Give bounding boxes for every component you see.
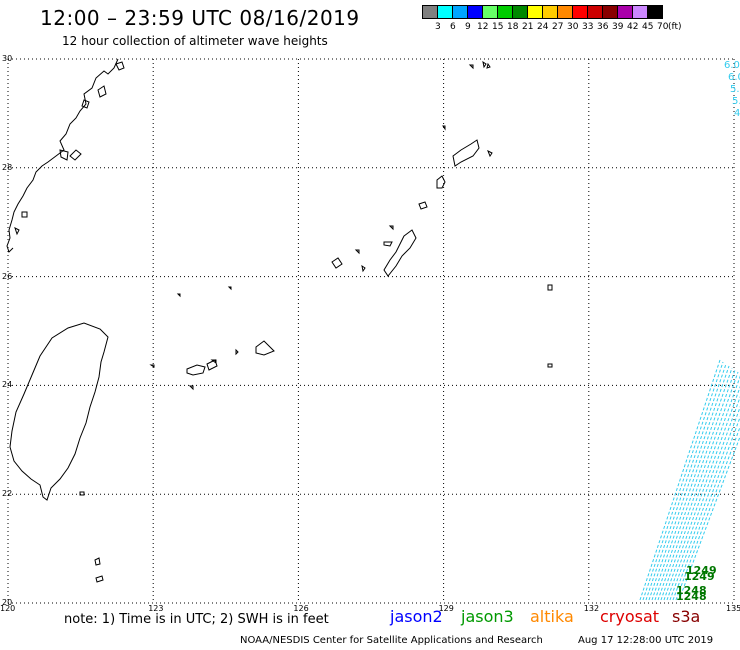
altimeter-track bbox=[642, 361, 724, 601]
altimeter-track bbox=[657, 371, 739, 601]
lat-label: 24 bbox=[2, 380, 13, 390]
footer-credit: NOAA/NESDIS Center for Satellite Applica… bbox=[240, 635, 543, 646]
track-label-cyan: 6.0 bbox=[724, 60, 740, 71]
track-label-cyan: 4.7 bbox=[734, 108, 740, 119]
wave-height-legend: 3 6 9 12 15 18 21 24 27 30 33 36 39 42 45 70 (ft) bbox=[422, 5, 682, 32]
ryukyu-islands bbox=[79, 60, 553, 583]
lon-label: 120 bbox=[0, 604, 16, 613]
altimeter-track bbox=[666, 395, 740, 601]
legend-label-27: 27 bbox=[552, 22, 564, 32]
legend-label-42: 42 bbox=[627, 22, 639, 32]
legend-label-70: 70 bbox=[657, 22, 669, 32]
footer-note: note: 1) Time is in UTC; 2) SWH is in fe… bbox=[64, 612, 329, 627]
altimeter-track bbox=[654, 369, 736, 601]
lon-label: 123 bbox=[148, 604, 164, 613]
lon-label: 132 bbox=[583, 604, 600, 613]
legend-label-12: 12 bbox=[477, 22, 489, 32]
legend-label-9: 9 bbox=[465, 22, 471, 32]
mission-altika: altika bbox=[530, 607, 574, 626]
legend-label-21: 21 bbox=[522, 22, 534, 32]
map-subtitle: 12 hour collection of altimeter wave hei… bbox=[62, 34, 328, 48]
lon-label: 126 bbox=[293, 604, 309, 613]
lat-label: 26 bbox=[2, 271, 13, 281]
track-label-cyan: 6.0 bbox=[728, 72, 740, 83]
track-label-green: 1249 bbox=[686, 564, 717, 577]
altimeter-track bbox=[639, 359, 721, 601]
legend-label-45: 45 bbox=[642, 22, 654, 32]
lon-label: 135 bbox=[726, 604, 740, 613]
legend-label-39: 39 bbox=[612, 22, 624, 32]
legend-unit: (ft) bbox=[668, 22, 682, 32]
altimeter-track-labels: 6.06.05.95.54.71249124912481248 bbox=[676, 60, 740, 603]
legend-label-18: 18 bbox=[507, 22, 519, 32]
lon-label: 129 bbox=[438, 604, 454, 613]
altimeter-track bbox=[675, 425, 740, 601]
map-grid bbox=[7, 58, 735, 604]
lat-label: 30 bbox=[2, 54, 13, 63]
taiwan-coastline bbox=[9, 322, 109, 501]
map-title: 12:00 – 23:59 UTC 08/16/2019 bbox=[40, 6, 360, 30]
legend-label-3: 3 bbox=[435, 22, 441, 32]
track-label-green: 1248 bbox=[676, 590, 707, 603]
legend-swatches bbox=[422, 5, 663, 19]
altimeter-track bbox=[645, 363, 727, 601]
altimeter-track bbox=[672, 415, 740, 601]
lat-label: 28 bbox=[2, 162, 13, 172]
track-label-cyan: 5.5 bbox=[732, 96, 740, 107]
altimeter-track bbox=[669, 406, 740, 601]
legend-label-36: 36 bbox=[597, 22, 609, 32]
lat-label: 22 bbox=[2, 489, 13, 499]
china-coast-islets bbox=[14, 61, 125, 236]
mission-cryosat: cryosat bbox=[600, 607, 660, 626]
legend-swatch-70 bbox=[647, 5, 663, 19]
track-label-green: 1248 bbox=[676, 584, 707, 597]
altimeter-tracks bbox=[639, 359, 740, 601]
legend-label-24: 24 bbox=[537, 22, 549, 32]
legend-label-30: 30 bbox=[567, 22, 579, 32]
mission-jason3: jason3 bbox=[461, 607, 514, 626]
track-label-cyan: 5.9 bbox=[730, 84, 740, 95]
legend-label-33: 33 bbox=[582, 22, 594, 32]
altimeter-track bbox=[651, 367, 733, 601]
legend-label-15: 15 bbox=[492, 22, 504, 32]
altimeter-track bbox=[648, 365, 730, 601]
legend-label-6: 6 bbox=[450, 22, 456, 32]
mission-jason2: jason2 bbox=[390, 607, 443, 626]
lat-label: 20 bbox=[2, 598, 13, 607]
mission-s3a: s3a bbox=[672, 607, 701, 626]
footer-timestamp: Aug 17 12:28:00 UTC 2019 bbox=[578, 635, 714, 646]
china-coastline bbox=[6, 58, 119, 253]
track-label-green: 1249 bbox=[684, 570, 715, 583]
